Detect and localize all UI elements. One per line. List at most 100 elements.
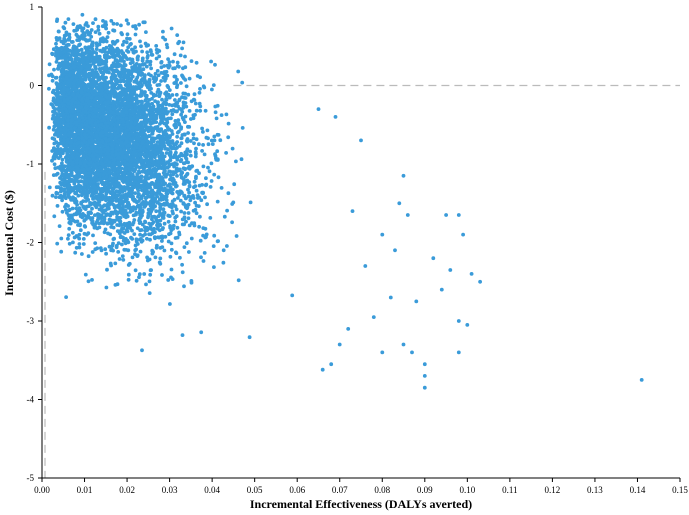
data-point [199,198,204,203]
data-point [93,241,98,246]
data-point [230,220,235,225]
data-point [126,277,131,282]
data-point [158,256,163,261]
data-point [186,131,191,135]
data-point [141,152,145,157]
data-point [203,195,207,200]
data-point [212,172,217,177]
data-point [141,62,146,67]
data-point [134,69,139,74]
data-point [133,24,138,28]
data-point [160,239,164,243]
data-point [134,278,139,283]
data-point [129,235,133,240]
data-point [218,138,223,143]
data-point [163,78,167,83]
data-point [191,194,195,198]
data-point [219,186,224,190]
data-point [97,31,102,36]
data-point [215,149,220,154]
data-point [79,193,84,198]
data-point [194,188,199,193]
data-point [197,224,202,229]
data-point [137,22,142,27]
data-point [93,200,97,205]
data-point [121,226,126,231]
data-point [58,78,63,83]
data-point [120,254,125,258]
data-point [170,93,175,97]
data-point [74,53,79,58]
data-point [126,248,131,253]
data-point [133,45,138,50]
data-point [75,38,80,42]
data-point [169,26,174,31]
data-point [155,140,160,145]
data-point [149,66,154,71]
data-point [161,35,165,40]
data-point [112,236,116,241]
data-point [118,75,123,79]
data-point [247,335,252,340]
data-point [149,268,154,272]
data-point [68,219,73,224]
data-point [125,36,129,41]
data-point [188,198,193,203]
data-point [194,146,198,151]
data-point [209,59,214,64]
data-point [144,282,148,287]
data-point [62,65,67,70]
data-point [97,225,102,230]
data-point [133,206,138,210]
data-point [66,191,71,195]
data-point [125,57,130,61]
data-point [137,272,142,277]
data-point [171,187,175,192]
data-point [58,154,63,159]
data-point [187,109,192,113]
data-point [194,211,199,216]
data-point [47,125,51,130]
data-point [177,167,182,172]
data-point [139,44,143,49]
data-point [77,245,82,250]
data-point [140,222,145,227]
data-point [93,64,98,69]
data-point [60,161,64,166]
data-point [128,42,133,47]
data-point [136,112,141,116]
data-point [216,175,221,180]
data-point [178,159,183,164]
data-point [166,239,171,244]
data-point [186,124,190,129]
data-point [116,72,121,76]
data-point [110,194,115,199]
data-point [210,87,214,92]
data-point [56,29,61,34]
data-point [121,258,126,262]
data-point [120,100,124,104]
data-point [117,257,122,261]
data-point [162,221,167,226]
data-point [213,152,217,157]
data-point [56,134,60,139]
data-point [143,219,147,224]
data-point [189,164,194,169]
data-point [175,134,180,139]
data-point [178,255,182,260]
data-point [81,237,86,241]
data-point [174,168,179,173]
data-point [99,58,103,63]
data-point [145,55,150,60]
data-point [180,109,185,114]
data-point [187,183,192,188]
data-point [154,217,159,221]
data-point [172,103,177,107]
data-point [165,45,170,50]
data-point [138,249,143,254]
data-point [90,250,95,254]
data-point [162,248,167,253]
data-point [92,127,97,132]
data-point [147,257,152,262]
data-point [168,302,172,306]
